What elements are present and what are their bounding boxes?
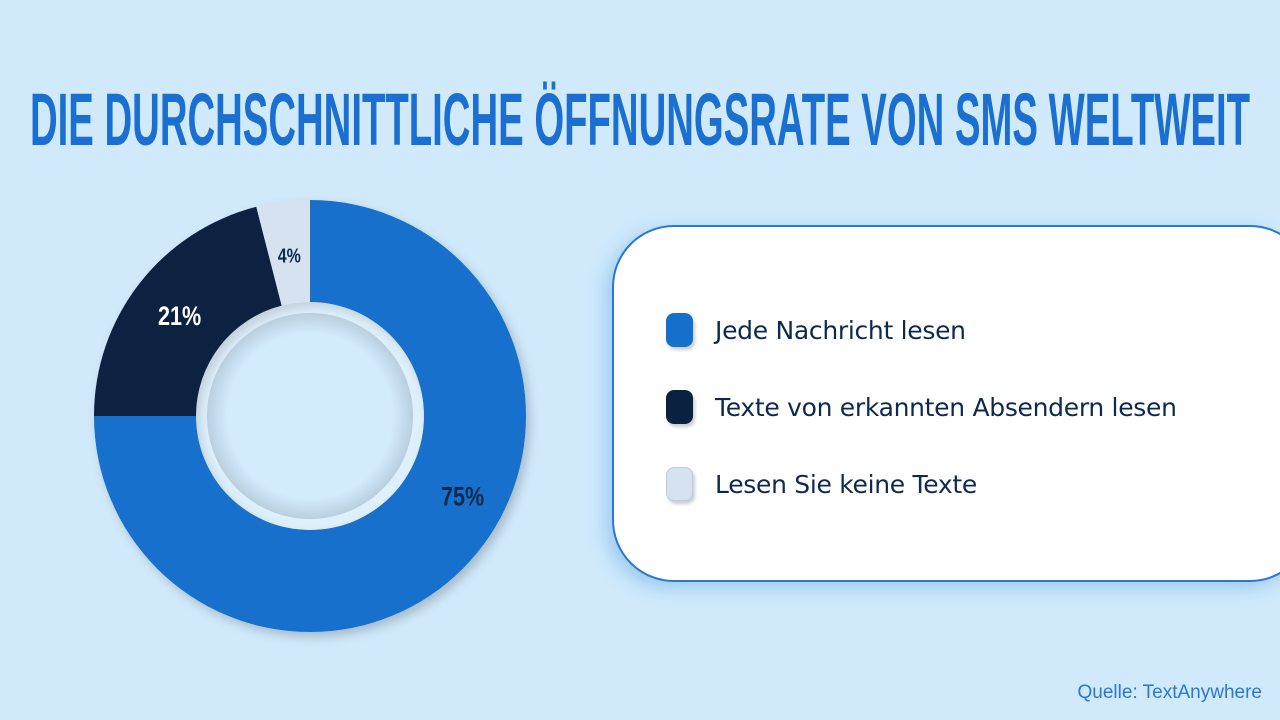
chart-title: DIE DURCHSCHNITTLICHE ÖFFNUNGSRATE VON S… bbox=[30, 78, 1250, 160]
legend-label: Texte von erkannten Absendern lesen bbox=[715, 392, 1177, 422]
slice-1 bbox=[94, 206, 282, 416]
legend-swatch bbox=[666, 313, 693, 347]
donut-hole bbox=[207, 313, 413, 519]
legend-item-erkannte-absender: Texte von erkannten Absendern lesen bbox=[666, 390, 1177, 424]
legend-label: Jede Nachricht lesen bbox=[715, 315, 966, 345]
legend: Jede Nachricht lesen Texte von erkannten… bbox=[612, 225, 1280, 582]
data-label-0: 75% bbox=[441, 482, 484, 512]
legend-label: Lesen Sie keine Texte bbox=[715, 469, 977, 499]
data-label-1: 21% bbox=[158, 302, 201, 332]
legend-item-keine-texte: Lesen Sie keine Texte bbox=[666, 467, 977, 501]
slice-2 bbox=[256, 200, 310, 306]
data-label-2: 4% bbox=[278, 245, 301, 267]
donut-chart: 75% 21% 4% bbox=[94, 200, 526, 632]
legend-swatch bbox=[666, 390, 693, 424]
source-note: Quelle: TextAnywhere bbox=[1077, 682, 1262, 703]
legend-item-jede-nachricht: Jede Nachricht lesen bbox=[666, 313, 966, 347]
chart-title-text: DIE DURCHSCHNITTLICHE ÖFFNUNGSRATE VON S… bbox=[30, 78, 1250, 160]
legend-swatch bbox=[666, 467, 693, 501]
slice-0 bbox=[94, 200, 526, 632]
